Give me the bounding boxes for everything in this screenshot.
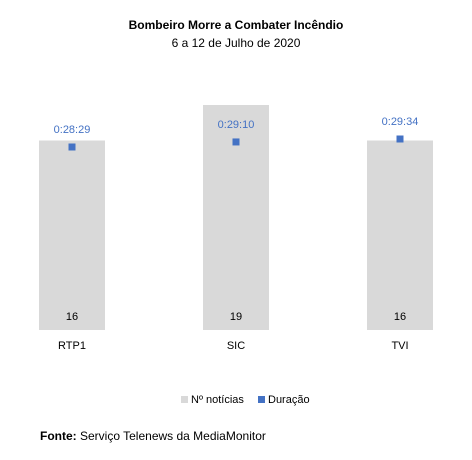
duration-marker: [232, 138, 240, 146]
bar-tvi: [367, 140, 433, 330]
legend-swatch-duracao: [258, 396, 265, 403]
bar-value-label: 16: [66, 311, 78, 323]
bar-value-label: 19: [230, 311, 242, 323]
plot-area: 16 0:28:29 RTP1 19 0:29:10 SIC 16 0:29:34 TVI: [39, 105, 433, 352]
duration-marker: [68, 143, 76, 151]
duration-label: 0:29:34: [382, 116, 419, 128]
legend: Nº notícias Duração: [181, 394, 310, 406]
bar-value-label: 16: [394, 311, 406, 323]
source-label: Fonte:: [40, 429, 77, 443]
bar-rtp1: [39, 140, 105, 330]
source-note: Fonte: Serviço Telenews da MediaMonitor: [40, 429, 266, 443]
duration-label: 0:29:10: [218, 119, 255, 131]
chart-subtitle: 6 a 12 de Julho de 2020: [172, 36, 301, 50]
x-tick-label: RTP1: [58, 340, 86, 352]
chart: Bombeiro Morre a Combater Incêndio 6 a 1…: [39, 18, 433, 406]
legend-label-duracao: Duração: [268, 394, 310, 406]
legend-swatch-noticias: [181, 396, 188, 403]
x-tick-label: SIC: [227, 340, 245, 352]
source-text: Serviço Telenews da MediaMonitor: [80, 429, 266, 443]
legend-label-noticias: Nº notícias: [191, 394, 244, 406]
duration-marker: [396, 135, 404, 143]
chart-title: Bombeiro Morre a Combater Incêndio: [129, 18, 344, 32]
x-tick-label: TVI: [391, 340, 408, 352]
duration-label: 0:28:29: [54, 124, 91, 136]
